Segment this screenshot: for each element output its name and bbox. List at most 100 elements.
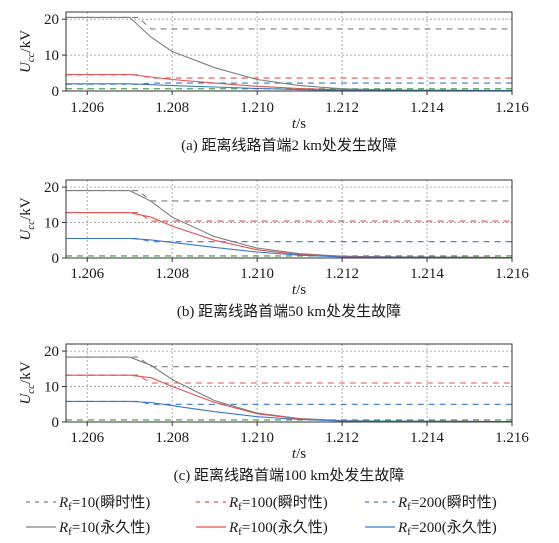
x-tick-label: 1.210 [240,430,274,446]
legend-rf-sub: f [68,501,72,513]
plot-frame [65,11,513,92]
legend-rf-symbol: R [58,520,68,536]
x-tick-label: 1.206 [70,100,104,116]
x-tick-label: 1.212 [325,430,359,446]
series-line-perm_200-solid [66,83,513,92]
series-line-perm_10-solid [66,16,513,92]
x-tick-label: 1.214 [410,430,444,446]
series-line-trans_100-dashed [66,374,512,384]
y-axis-label-sub: cc [25,52,37,62]
legend-rf-sub: f [238,526,242,538]
panel-caption: (a) 距离线路首端2 km处发生故障 [181,136,397,154]
legend-label: Rf=200(永久性) [397,519,497,538]
legend-rf-symbol: R [397,495,407,511]
x-axis-label: t/s [292,116,306,132]
legend-rf-sub: f [68,526,72,538]
legend-label: Rf=10(永久性) [58,519,150,538]
series-line-perm_100-solid [66,212,513,259]
series-line-perm_200-solid [66,237,513,259]
y-axis-label-unit: /kV [18,197,34,220]
legend-entry: Rf=100(瞬时性) [196,494,328,513]
y-tick-label: 20 [44,180,59,196]
series-line-perm_100-solid [66,374,513,423]
x-tick-label: 1.206 [70,266,104,282]
legend-value: =10(永久性) [72,519,150,536]
x-tick-label: 1.210 [240,100,274,116]
x-tick-label: 1.214 [410,266,444,282]
legend-entry: Rf=200(永久性) [365,519,497,538]
legend-rf-symbol: R [228,495,238,511]
legend: Rf=10(瞬时性) Rf=100(瞬时性) Rf=200(瞬时性)Rf=10(永久… [26,494,497,538]
x-tick-label: 1.206 [70,430,104,446]
y-axis-label-main: U [18,229,34,241]
legend-label: Rf=100(永久性) [228,519,328,538]
legend-value: =100(永久性) [242,519,328,536]
plot-frame [65,179,513,259]
x-axis-label-main: t [292,116,297,132]
x-tick-label: 1.208 [155,100,189,116]
y-axis-label-sub: cc [25,384,37,394]
legend-value: =10(瞬时性) [72,494,150,511]
y-tick-label: 0 [52,84,60,100]
y-tick-label: 0 [52,415,60,431]
series-line-trans_100-dashed [66,212,512,222]
legend-value: =200(永久性) [411,519,497,536]
legend-label: Rf=10(瞬时性) [58,494,150,513]
chart-panel-2: 0 10 20 1.206 1.208 1.210 1.212 1.214 1.216 Ucc/k… [18,179,529,320]
legend-entry: Rf=10(瞬时性) [26,494,150,513]
series-line-trans_10-dashed [66,16,512,30]
legend-entry: Rf=10(永久性) [26,519,150,538]
x-tick-label: 1.216 [495,266,529,282]
legend-entry: Rf=200(瞬时性) [365,494,497,513]
x-axis-label-unit: /s [296,116,306,132]
x-axis-label-unit: /s [296,446,306,462]
y-axis-label-sub: cc [25,220,37,230]
legend-value: =200(瞬时性) [411,494,497,511]
y-tick-label: 20 [44,344,59,360]
y-axis-label: Ucc/kV [18,197,37,240]
y-tick-label: 10 [44,216,59,232]
x-axis-label: t/s [292,446,306,462]
chart-panel-3: 0 10 20 1.206 1.208 1.210 1.212 1.214 1.216 Ucc/k… [18,343,529,484]
series-line-perm_10-solid [66,356,513,423]
y-axis-label-main: U [18,393,34,405]
legend-label: Rf=200(瞬时性) [397,494,497,513]
x-tick-label: 1.208 [155,266,189,282]
x-tick-label: 1.210 [240,266,274,282]
y-tick-label: 20 [44,12,59,28]
x-axis-label-main: t [292,446,297,462]
x-tick-label: 1.216 [495,100,529,116]
y-axis-label-main: U [18,61,34,73]
panel-caption: (c) 距离线路首端100 km处发生故障 [174,466,405,484]
y-tick-label: 0 [52,251,60,267]
legend-label: Rf=100(瞬时性) [228,494,328,513]
x-tick-label: 1.208 [155,430,189,446]
x-tick-label: 1.212 [325,100,359,116]
plot-frame [65,343,513,423]
x-axis-label-main: t [292,282,297,298]
legend-rf-sub: f [407,501,411,513]
y-axis-label: Ucc/kV [18,30,37,73]
x-tick-label: 1.212 [325,266,359,282]
y-tick-label: 10 [44,380,59,396]
legend-rf-sub: f [238,501,242,513]
legend-rf-symbol: R [228,520,238,536]
x-axis-label: t/s [292,282,306,298]
y-axis-label-unit: /kV [18,361,34,384]
y-axis-label-unit: /kV [18,30,34,53]
legend-value: =100(瞬时性) [242,494,328,511]
legend-entry: Rf=100(永久性) [196,519,328,538]
x-tick-label: 1.216 [495,430,529,446]
series-line-perm_200-solid [66,400,513,423]
series-line-perm_10-solid [66,190,513,259]
y-axis-label: Ucc/kV [18,361,37,404]
y-tick-label: 10 [44,48,59,64]
chart-panels: 0 10 20 1.206 1.208 1.210 1.212 1.214 1.216 Ucc/k… [18,11,529,484]
legend-rf-sub: f [407,526,411,538]
legend-rf-symbol: R [58,495,68,511]
legend-rf-symbol: R [397,520,407,536]
x-tick-label: 1.214 [410,100,444,116]
chart-panel-1: 0 10 20 1.206 1.208 1.210 1.212 1.214 1.216 Ucc/k… [18,11,529,154]
series-line-perm_100-solid [66,73,513,92]
